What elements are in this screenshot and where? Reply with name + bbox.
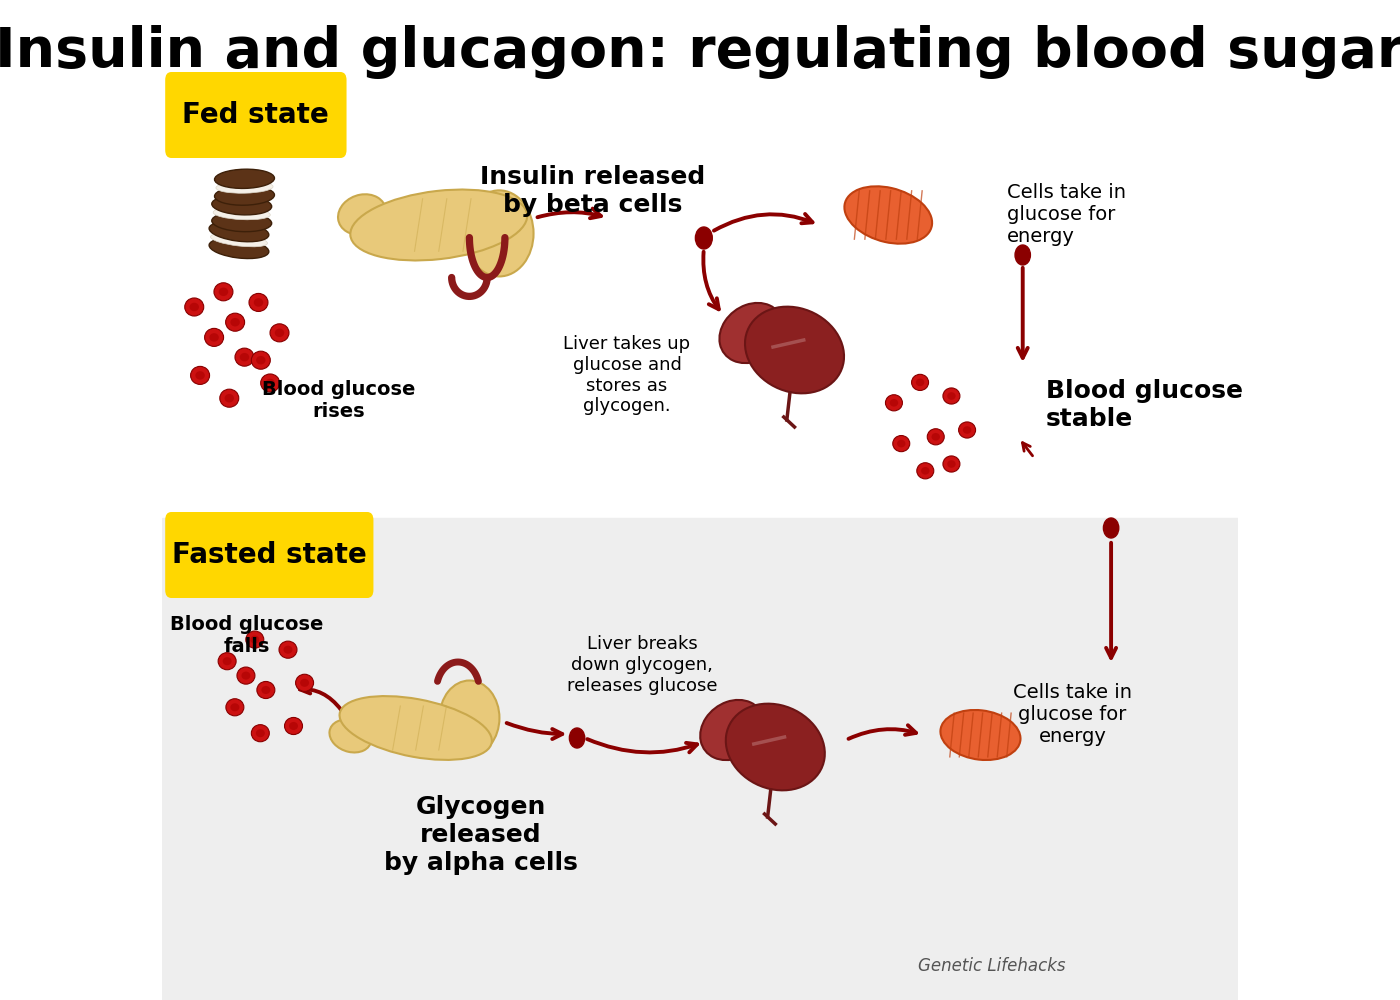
Circle shape — [1015, 245, 1030, 265]
Ellipse shape — [209, 238, 269, 259]
Ellipse shape — [209, 221, 269, 242]
Ellipse shape — [963, 426, 972, 434]
Ellipse shape — [256, 729, 265, 737]
Ellipse shape — [921, 467, 930, 475]
Text: Insulin and glucagon: regulating blood sugar: Insulin and glucagon: regulating blood s… — [0, 25, 1400, 79]
Ellipse shape — [231, 318, 239, 326]
Ellipse shape — [220, 389, 239, 407]
Ellipse shape — [941, 710, 1021, 760]
Ellipse shape — [465, 190, 533, 276]
Ellipse shape — [225, 313, 245, 331]
Ellipse shape — [337, 194, 386, 235]
FancyBboxPatch shape — [165, 512, 374, 598]
Text: Cells take in
glucose for
energy: Cells take in glucose for energy — [1008, 184, 1127, 246]
Ellipse shape — [262, 686, 270, 694]
Ellipse shape — [885, 395, 903, 411]
Ellipse shape — [241, 672, 251, 680]
Ellipse shape — [256, 356, 266, 364]
Ellipse shape — [700, 700, 764, 760]
Bar — [162, 0, 1238, 518]
Ellipse shape — [185, 298, 204, 316]
Text: Fasted state: Fasted state — [172, 541, 367, 569]
Text: Glycogen
released
by alpha cells: Glycogen released by alpha cells — [384, 795, 578, 875]
Ellipse shape — [214, 283, 232, 301]
Ellipse shape — [288, 722, 298, 730]
Text: Blood glucose
falls: Blood glucose falls — [169, 615, 323, 656]
Ellipse shape — [329, 720, 371, 752]
Ellipse shape — [213, 207, 270, 220]
Ellipse shape — [210, 233, 267, 247]
Ellipse shape — [745, 307, 844, 393]
Text: Genetic Lifehacks: Genetic Lifehacks — [918, 957, 1065, 975]
Ellipse shape — [231, 703, 239, 711]
Ellipse shape — [720, 303, 784, 363]
Ellipse shape — [944, 456, 960, 472]
Circle shape — [570, 728, 585, 748]
Text: Insulin released
by beta cells: Insulin released by beta cells — [480, 165, 706, 217]
Ellipse shape — [211, 196, 272, 215]
Circle shape — [1103, 518, 1119, 538]
Ellipse shape — [274, 329, 284, 337]
Ellipse shape — [214, 169, 274, 188]
Ellipse shape — [239, 353, 249, 361]
Ellipse shape — [944, 388, 960, 404]
Ellipse shape — [252, 725, 269, 742]
Ellipse shape — [917, 463, 934, 479]
Ellipse shape — [725, 704, 825, 790]
Text: Liver takes up
glucose and
stores as
glycogen.: Liver takes up glucose and stores as gly… — [563, 335, 690, 415]
Ellipse shape — [210, 333, 218, 342]
Ellipse shape — [959, 422, 976, 438]
Ellipse shape — [916, 379, 924, 386]
Ellipse shape — [189, 303, 199, 311]
Text: Blood glucose
stable: Blood glucose stable — [1046, 379, 1243, 431]
Ellipse shape — [252, 351, 270, 369]
Ellipse shape — [218, 653, 237, 670]
Ellipse shape — [911, 374, 928, 390]
Ellipse shape — [948, 460, 956, 468]
Ellipse shape — [844, 186, 932, 244]
Ellipse shape — [284, 717, 302, 735]
Ellipse shape — [931, 433, 939, 441]
Ellipse shape — [897, 440, 906, 447]
Ellipse shape — [216, 181, 273, 193]
Ellipse shape — [223, 657, 231, 665]
Bar — [162, 518, 1238, 1000]
Ellipse shape — [253, 298, 263, 307]
Ellipse shape — [190, 366, 210, 384]
Ellipse shape — [948, 392, 956, 400]
Ellipse shape — [204, 328, 224, 346]
Ellipse shape — [224, 394, 234, 402]
Ellipse shape — [279, 641, 297, 658]
Ellipse shape — [927, 429, 944, 445]
Ellipse shape — [246, 631, 263, 648]
Text: Blood glucose
rises: Blood glucose rises — [262, 380, 416, 421]
Ellipse shape — [440, 680, 500, 756]
Ellipse shape — [300, 679, 309, 687]
Ellipse shape — [249, 293, 267, 311]
Ellipse shape — [237, 667, 255, 684]
Ellipse shape — [893, 436, 910, 452]
Ellipse shape — [266, 379, 274, 387]
Ellipse shape — [256, 681, 274, 699]
Ellipse shape — [295, 674, 314, 691]
Ellipse shape — [251, 636, 259, 644]
Ellipse shape — [196, 371, 204, 380]
Ellipse shape — [283, 646, 293, 654]
Text: Liver breaks
down glycogen,
releases glucose: Liver breaks down glycogen, releases glu… — [567, 635, 718, 695]
Ellipse shape — [211, 212, 272, 232]
Ellipse shape — [260, 374, 280, 392]
Ellipse shape — [270, 324, 288, 342]
Ellipse shape — [218, 288, 228, 296]
Ellipse shape — [214, 186, 274, 205]
Ellipse shape — [350, 190, 528, 260]
Ellipse shape — [225, 699, 244, 716]
Text: Fed state: Fed state — [182, 101, 329, 129]
Ellipse shape — [340, 696, 491, 760]
Ellipse shape — [235, 348, 253, 366]
Circle shape — [696, 227, 713, 249]
Ellipse shape — [889, 399, 899, 407]
FancyBboxPatch shape — [165, 72, 347, 158]
Text: Cells take in
glucose for
energy: Cells take in glucose for energy — [1014, 684, 1133, 746]
